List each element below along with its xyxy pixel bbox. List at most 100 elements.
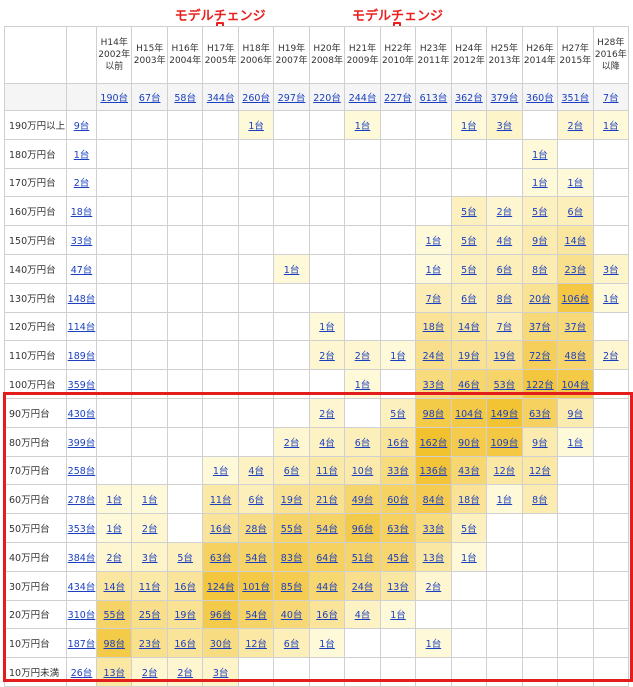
price-total-link[interactable]: 33台 xyxy=(70,236,93,248)
count-link[interactable]: 54台 xyxy=(245,610,267,622)
count-link[interactable]: 2台 xyxy=(603,351,619,363)
count-link[interactable]: 1台 xyxy=(354,120,371,132)
count-link[interactable]: 6台 xyxy=(461,293,477,305)
count-link[interactable]: 8台 xyxy=(496,293,513,305)
count-link[interactable]: 1台 xyxy=(532,178,548,190)
count-link[interactable]: 1台 xyxy=(567,437,584,449)
count-link[interactable]: 40台 xyxy=(280,610,303,622)
count-link[interactable]: 55台 xyxy=(280,524,303,536)
year-total-link[interactable]: 613台 xyxy=(419,93,448,104)
count-link[interactable]: 83台 xyxy=(280,552,303,564)
count-link[interactable]: 54台 xyxy=(316,524,338,536)
count-link[interactable]: 14台 xyxy=(564,236,587,248)
count-link[interactable]: 3台 xyxy=(212,668,229,680)
count-link[interactable]: 49台 xyxy=(351,495,374,507)
year-total-link[interactable]: 351台 xyxy=(561,93,590,104)
count-link[interactable]: 16台 xyxy=(174,639,196,651)
count-link[interactable]: 90台 xyxy=(458,437,480,449)
count-link[interactable]: 7台 xyxy=(496,322,513,334)
count-link[interactable]: 33台 xyxy=(422,524,445,536)
count-link[interactable]: 1台 xyxy=(141,495,158,507)
count-link[interactable]: 24台 xyxy=(351,581,374,593)
price-total-link[interactable]: 278台 xyxy=(67,495,96,507)
price-total-link[interactable]: 148台 xyxy=(67,293,96,305)
count-link[interactable]: 6台 xyxy=(248,495,264,507)
count-link[interactable]: 1台 xyxy=(248,120,264,132)
count-link[interactable]: 11台 xyxy=(209,495,232,507)
count-link[interactable]: 5台 xyxy=(461,207,477,219)
count-link[interactable]: 1台 xyxy=(425,264,442,276)
count-link[interactable]: 33台 xyxy=(387,466,409,478)
count-link[interactable]: 6台 xyxy=(283,466,300,478)
count-link[interactable]: 16台 xyxy=(316,610,338,622)
count-link[interactable]: 101台 xyxy=(242,581,270,593)
year-total-link[interactable]: 220台 xyxy=(313,93,341,104)
count-link[interactable]: 11台 xyxy=(138,581,161,593)
price-total-link[interactable]: 399台 xyxy=(67,437,96,449)
count-link[interactable]: 2台 xyxy=(141,524,158,536)
count-link[interactable]: 19台 xyxy=(174,610,196,622)
count-link[interactable]: 3台 xyxy=(603,264,619,276)
count-link[interactable]: 23台 xyxy=(564,264,587,276)
price-total-link[interactable]: 18台 xyxy=(70,207,93,219)
price-total-link[interactable]: 430台 xyxy=(67,408,96,420)
count-link[interactable]: 21台 xyxy=(316,495,338,507)
count-link[interactable]: 1台 xyxy=(212,466,229,478)
year-total-link[interactable]: 362台 xyxy=(455,93,483,104)
count-link[interactable]: 9台 xyxy=(532,437,548,449)
year-total-link[interactable]: 227台 xyxy=(384,93,412,104)
count-link[interactable]: 2台 xyxy=(106,552,122,564)
count-link[interactable]: 10台 xyxy=(351,466,374,478)
count-link[interactable]: 1台 xyxy=(496,495,513,507)
count-link[interactable]: 1台 xyxy=(354,380,371,392)
count-link[interactable]: 6台 xyxy=(354,437,371,449)
count-link[interactable]: 109台 xyxy=(490,437,519,449)
count-link[interactable]: 16台 xyxy=(209,524,232,536)
count-link[interactable]: 48台 xyxy=(564,351,587,363)
count-link[interactable]: 8台 xyxy=(532,264,548,276)
count-link[interactable]: 104台 xyxy=(561,380,590,392)
count-link[interactable]: 2台 xyxy=(354,351,371,363)
count-link[interactable]: 122台 xyxy=(526,380,554,392)
count-link[interactable]: 1台 xyxy=(461,120,477,132)
count-link[interactable]: 45台 xyxy=(387,552,409,564)
price-total-link[interactable]: 353台 xyxy=(67,524,96,536)
price-total-link[interactable]: 187台 xyxy=(67,639,96,651)
price-total-link[interactable]: 384台 xyxy=(67,552,96,564)
count-link[interactable]: 5台 xyxy=(177,552,193,564)
price-total-link[interactable]: 47台 xyxy=(70,264,93,276)
price-total-link[interactable]: 359台 xyxy=(67,380,96,392)
count-link[interactable]: 12台 xyxy=(493,466,516,478)
count-link[interactable]: 4台 xyxy=(248,466,264,478)
count-link[interactable]: 19台 xyxy=(458,351,480,363)
count-link[interactable]: 28台 xyxy=(245,524,267,536)
count-link[interactable]: 3台 xyxy=(141,552,158,564)
count-link[interactable]: 2台 xyxy=(567,120,584,132)
count-link[interactable]: 1台 xyxy=(532,149,548,161)
count-link[interactable]: 19台 xyxy=(280,495,303,507)
count-link[interactable]: 96台 xyxy=(351,524,374,536)
count-link[interactable]: 5台 xyxy=(532,207,548,219)
count-link[interactable]: 2台 xyxy=(141,668,158,680)
count-link[interactable]: 2台 xyxy=(425,581,442,593)
count-link[interactable]: 1台 xyxy=(319,322,335,334)
count-link[interactable]: 16台 xyxy=(174,581,196,593)
count-link[interactable]: 98台 xyxy=(103,639,126,651)
count-link[interactable]: 149台 xyxy=(490,408,519,420)
count-link[interactable]: 20台 xyxy=(529,293,551,305)
count-link[interactable]: 60台 xyxy=(387,495,409,507)
count-link[interactable]: 6台 xyxy=(283,639,300,651)
count-link[interactable]: 63台 xyxy=(209,552,232,564)
count-link[interactable]: 5台 xyxy=(461,264,477,276)
count-link[interactable]: 1台 xyxy=(283,264,300,276)
count-link[interactable]: 84台 xyxy=(422,495,445,507)
count-link[interactable]: 30台 xyxy=(209,639,232,651)
count-link[interactable]: 14台 xyxy=(103,581,126,593)
count-link[interactable]: 4台 xyxy=(354,610,371,622)
count-link[interactable]: 2台 xyxy=(283,437,300,449)
count-link[interactable]: 46台 xyxy=(458,380,480,392)
count-link[interactable]: 2台 xyxy=(496,207,513,219)
count-link[interactable]: 54台 xyxy=(245,552,267,564)
price-total-link[interactable]: 1台 xyxy=(73,149,90,161)
count-link[interactable]: 1台 xyxy=(106,495,122,507)
